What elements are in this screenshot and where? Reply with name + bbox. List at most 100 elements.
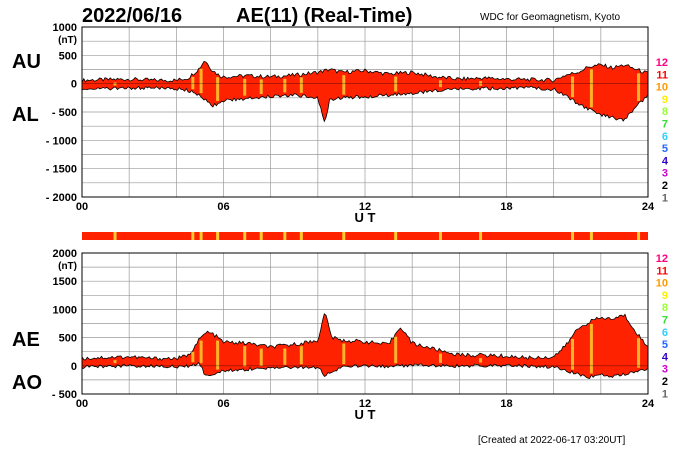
stripe-mark: [283, 232, 287, 240]
station-count-legend-item: 2: [662, 376, 668, 388]
station-count-legend-item: 6: [662, 327, 668, 339]
stripe-mark: [479, 232, 483, 240]
station-count-stripe: [82, 232, 648, 240]
au-al-panel: 1000 500 0 - 500 - 1000 - 1500 - 2000 (nT) 00 06 1…: [12, 22, 669, 225]
unit-label: (nT): [58, 261, 77, 272]
created-timestamp: [Created at 2022-06-17 03:20UT]: [478, 435, 626, 446]
stripe-mark: [216, 232, 220, 240]
x-tick-label: 12: [359, 398, 371, 410]
x-tick-label: 18: [500, 398, 512, 410]
station-count-mark: [571, 338, 575, 370]
stripe-mark: [299, 232, 303, 240]
station-count-legend-item: 2: [662, 180, 668, 192]
stripe-mark: [113, 232, 117, 240]
stripe-mark: [342, 232, 346, 240]
station-count-legend-item: 9: [662, 290, 668, 302]
date-title: 2022/06/16: [82, 5, 182, 27]
station-count-legend-item: 11: [656, 69, 668, 81]
y-tick-label: - 1500: [46, 164, 77, 176]
plot-frame: [81, 26, 649, 198]
stripe-mark: [438, 232, 442, 240]
station-count-mark: [479, 358, 483, 363]
station-count-mark: [283, 348, 287, 365]
series-label-upper: AE: [12, 329, 40, 351]
station-count-legend-item: 7: [662, 315, 668, 327]
y-tick-label: - 1000: [46, 135, 77, 147]
station-count-mark: [113, 82, 117, 86]
series-line-au: [81, 61, 649, 83]
y-tick-label: 500: [59, 333, 77, 345]
y-tick-label: 1500: [53, 276, 77, 288]
station-count-mark: [589, 324, 593, 374]
area-ae-ao: [82, 313, 648, 379]
station-count-mark: [589, 69, 593, 108]
x-tick-label: 24: [642, 398, 655, 410]
x-tick-label: 12: [359, 201, 371, 213]
station-count-legend-item: 8: [662, 106, 668, 118]
station-count-legend-item: 10: [656, 278, 668, 290]
station-count-legend-item: 1: [662, 192, 668, 204]
stripe-mark: [394, 232, 398, 240]
x-axis-label: U T: [355, 407, 376, 422]
station-count-mark: [299, 77, 303, 93]
y-tick-label: 500: [59, 50, 77, 62]
station-count-legend-item: 5: [662, 143, 668, 155]
station-count-legend-item: 11: [656, 265, 668, 277]
y-tick-label: 1000: [53, 22, 77, 34]
station-count-legend-item: 3: [662, 168, 668, 180]
series-line-al: [81, 85, 649, 123]
station-count-legend-item: 8: [662, 302, 668, 314]
stripe-bar: [82, 232, 648, 240]
x-tick-label: 00: [76, 398, 88, 410]
x-tick-label: 18: [500, 201, 512, 213]
stripe-mark: [571, 232, 575, 240]
station-count-mark: [637, 338, 641, 368]
x-axis-label: U T: [355, 210, 376, 225]
station-count-legend-item: 7: [662, 119, 668, 131]
station-count-legend-item: 5: [662, 339, 668, 351]
series-line-ae: [81, 313, 649, 361]
station-count-mark: [191, 76, 195, 90]
station-count-mark: [342, 75, 346, 95]
station-count-mark: [299, 346, 303, 365]
station-count-mark: [113, 360, 117, 364]
station-count-legend-item: 3: [662, 364, 668, 376]
station-count-mark: [216, 77, 220, 101]
y-tick-label: 1000: [53, 304, 77, 316]
y-tick-label: - 500: [52, 389, 77, 401]
station-count-mark: [394, 76, 398, 92]
plot-frame: [81, 252, 649, 395]
x-tick-label: 24: [642, 201, 655, 213]
stripe-mark: [199, 232, 203, 240]
station-count-mark: [637, 73, 641, 102]
x-tick-label: 00: [76, 201, 88, 213]
y-tick-label: - 2000: [46, 192, 77, 204]
station-count-mark: [216, 340, 220, 370]
stripe-mark: [637, 232, 641, 240]
station-count-legend-item: 12: [656, 253, 668, 265]
station-count-mark: [438, 353, 442, 363]
stripe-mark: [259, 232, 263, 240]
unit-label: (nT): [58, 35, 77, 46]
x-tick-label: 06: [217, 398, 229, 410]
station-count-mark: [571, 76, 575, 98]
y-tick-label: 0: [71, 361, 77, 373]
grid: [81, 26, 649, 198]
series-label-upper: AU: [12, 51, 41, 73]
station-count-mark: [342, 343, 346, 365]
station-count-legend-item: 1: [662, 388, 668, 400]
y-tick-label: 0: [71, 79, 77, 91]
stripe-mark: [191, 232, 195, 240]
y-tick-label: - 500: [52, 107, 77, 119]
station-count-mark: [243, 78, 247, 96]
station-count-mark: [394, 336, 398, 364]
station-count-legend-item: 6: [662, 131, 668, 143]
station-count-mark: [259, 348, 263, 366]
stripe-mark: [589, 232, 593, 240]
series-line-ao: [82, 361, 649, 379]
station-count-legend-item: 10: [656, 82, 668, 94]
station-count-mark: [243, 346, 247, 367]
